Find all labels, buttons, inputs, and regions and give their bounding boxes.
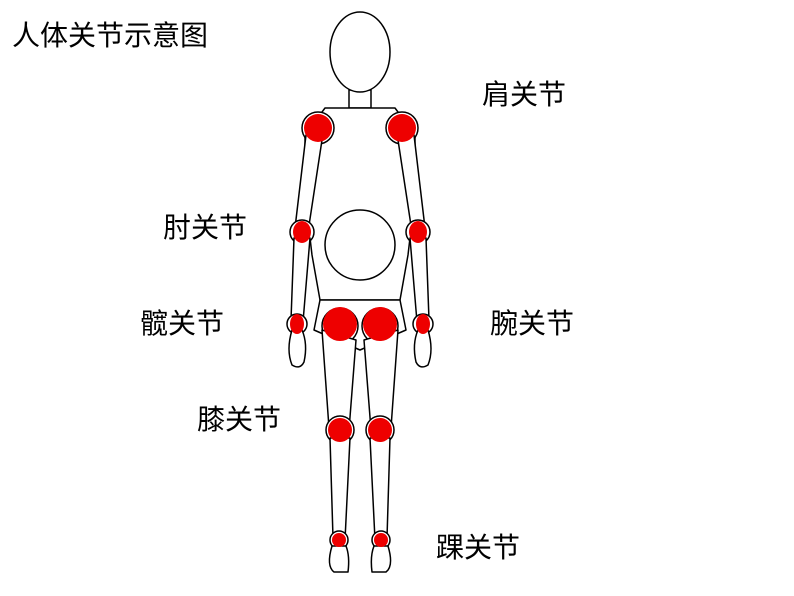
label-elbow: 肘关节 <box>163 206 247 246</box>
joint-marker-shoulder-right <box>388 114 416 142</box>
joint-marker-elbow-right <box>409 221 427 243</box>
joint-marker-knee-left <box>328 418 352 442</box>
joint-marker-knee-right <box>368 418 392 442</box>
joint-marker-shoulder-left <box>304 114 332 142</box>
diagram-canvas: 人体关节示意图 肩关节 肘关节 髋关节 腕关节 膝关节 踝关节 <box>0 0 794 596</box>
joint-marker-ankle-right <box>374 533 388 547</box>
joint-marker-ankle-left <box>332 533 346 547</box>
joint-marker-hip-right <box>363 307 397 341</box>
diagram-title: 人体关节示意图 <box>12 14 208 54</box>
body-figure <box>0 0 794 596</box>
joint-marker-wrist-right <box>416 314 430 334</box>
label-ankle: 踝关节 <box>436 526 520 566</box>
label-knee: 膝关节 <box>197 398 281 438</box>
joint-marker-elbow-left <box>293 221 311 243</box>
joint-marker-hip-left <box>323 307 357 341</box>
label-wrist: 腕关节 <box>490 302 574 342</box>
label-shoulder: 肩关节 <box>482 73 566 113</box>
joint-marker-wrist-left <box>290 314 304 334</box>
label-hip: 髋关节 <box>140 302 224 342</box>
